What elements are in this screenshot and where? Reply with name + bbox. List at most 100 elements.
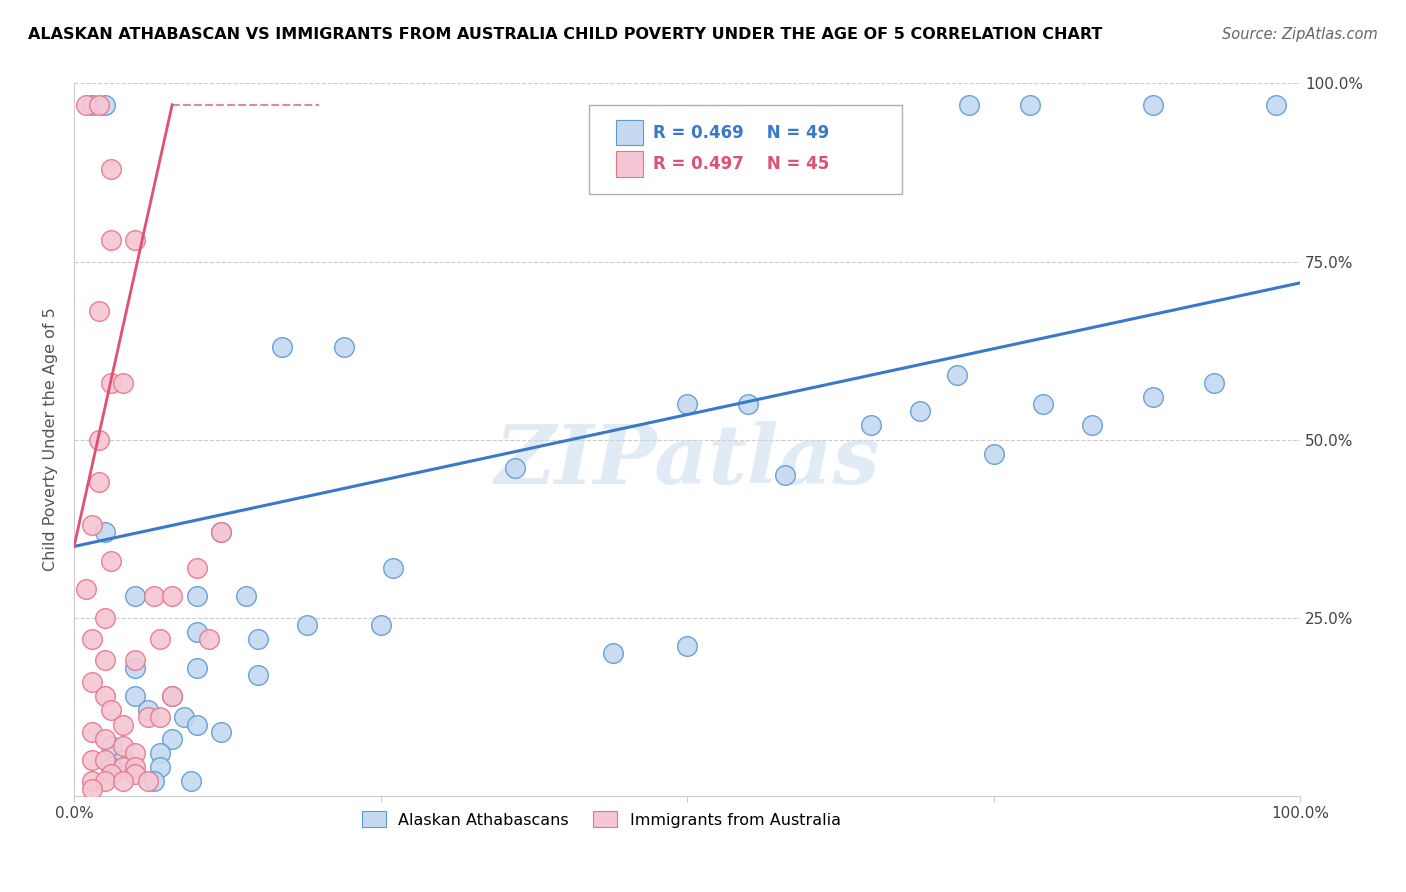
Point (160, 589, 183, 603)
Point (1264, 97, 1286, 112)
Point (1204, 376, 1226, 390)
Y-axis label: Child Poverty Under the Age of 5: Child Poverty Under the Age of 5 (44, 308, 58, 572)
Point (100, 161, 122, 176)
Point (100, 233, 122, 247)
Point (124, 767, 146, 781)
Point (908, 404, 931, 418)
Text: ZIPatlas: ZIPatlas (495, 421, 880, 501)
Point (246, 632, 269, 646)
Point (1142, 390, 1164, 404)
Point (93, 610, 115, 624)
Point (75, 582, 97, 597)
Point (82, 774, 104, 789)
Point (82, 632, 104, 646)
Point (186, 589, 208, 603)
Point (136, 703, 159, 717)
Point (142, 589, 165, 603)
Point (112, 760, 135, 774)
Point (112, 739, 135, 753)
Point (93, 653, 115, 667)
Point (1142, 97, 1164, 112)
Point (983, 447, 1005, 461)
Point (945, 368, 967, 383)
Text: Source: ZipAtlas.com: Source: ZipAtlas.com (1222, 27, 1378, 42)
Point (676, 639, 699, 653)
Bar (616, 151, 643, 177)
Point (82, 724, 104, 739)
Point (295, 617, 318, 632)
Point (112, 774, 135, 789)
Point (186, 717, 208, 731)
Point (173, 710, 195, 724)
Point (124, 689, 146, 703)
Legend: Alaskan Athabascans, Immigrants from Australia: Alaskan Athabascans, Immigrants from Aus… (356, 805, 848, 834)
Point (82, 518, 104, 533)
Point (676, 397, 699, 411)
Point (271, 340, 294, 354)
Point (1032, 397, 1054, 411)
Point (87, 475, 110, 490)
Point (93, 689, 115, 703)
Point (209, 525, 232, 540)
Point (381, 561, 404, 575)
Bar (616, 120, 643, 145)
Point (82, 97, 104, 112)
Point (100, 760, 122, 774)
Point (112, 717, 135, 731)
Point (859, 418, 882, 433)
Point (186, 561, 208, 575)
Point (124, 746, 146, 760)
Point (93, 774, 115, 789)
Point (112, 376, 135, 390)
Point (100, 767, 122, 781)
Point (82, 781, 104, 796)
Point (180, 774, 202, 789)
Text: R = 0.469    N = 49: R = 0.469 N = 49 (652, 124, 830, 142)
Point (75, 97, 97, 112)
Point (186, 660, 208, 674)
Point (124, 760, 146, 774)
Point (87, 97, 110, 112)
Point (1019, 97, 1042, 112)
Point (246, 667, 269, 681)
Point (333, 340, 356, 354)
Point (198, 632, 221, 646)
Point (370, 617, 392, 632)
Point (149, 710, 172, 724)
Point (136, 774, 159, 789)
Point (737, 397, 759, 411)
Point (82, 674, 104, 689)
Point (149, 760, 172, 774)
Point (87, 304, 110, 318)
Point (93, 97, 115, 112)
Point (112, 753, 135, 767)
Point (124, 660, 146, 674)
Point (235, 589, 257, 603)
Point (124, 233, 146, 247)
Point (87, 433, 110, 447)
Point (93, 753, 115, 767)
Point (124, 653, 146, 667)
Point (142, 774, 165, 789)
Point (100, 554, 122, 568)
Point (1080, 418, 1102, 433)
Point (209, 525, 232, 540)
Point (82, 753, 104, 767)
Point (149, 632, 172, 646)
Point (100, 376, 122, 390)
Point (186, 624, 208, 639)
FancyBboxPatch shape (589, 104, 901, 194)
Point (160, 689, 183, 703)
Point (602, 646, 624, 660)
Point (124, 589, 146, 603)
Point (160, 731, 183, 746)
Point (93, 731, 115, 746)
Point (209, 724, 232, 739)
Point (505, 461, 527, 475)
Point (100, 703, 122, 717)
Point (136, 710, 159, 724)
Point (100, 739, 122, 753)
Point (160, 689, 183, 703)
Text: ALASKAN ATHABASCAN VS IMMIGRANTS FROM AUSTRALIA CHILD POVERTY UNDER THE AGE OF 5: ALASKAN ATHABASCAN VS IMMIGRANTS FROM AU… (28, 27, 1102, 42)
Point (93, 525, 115, 540)
